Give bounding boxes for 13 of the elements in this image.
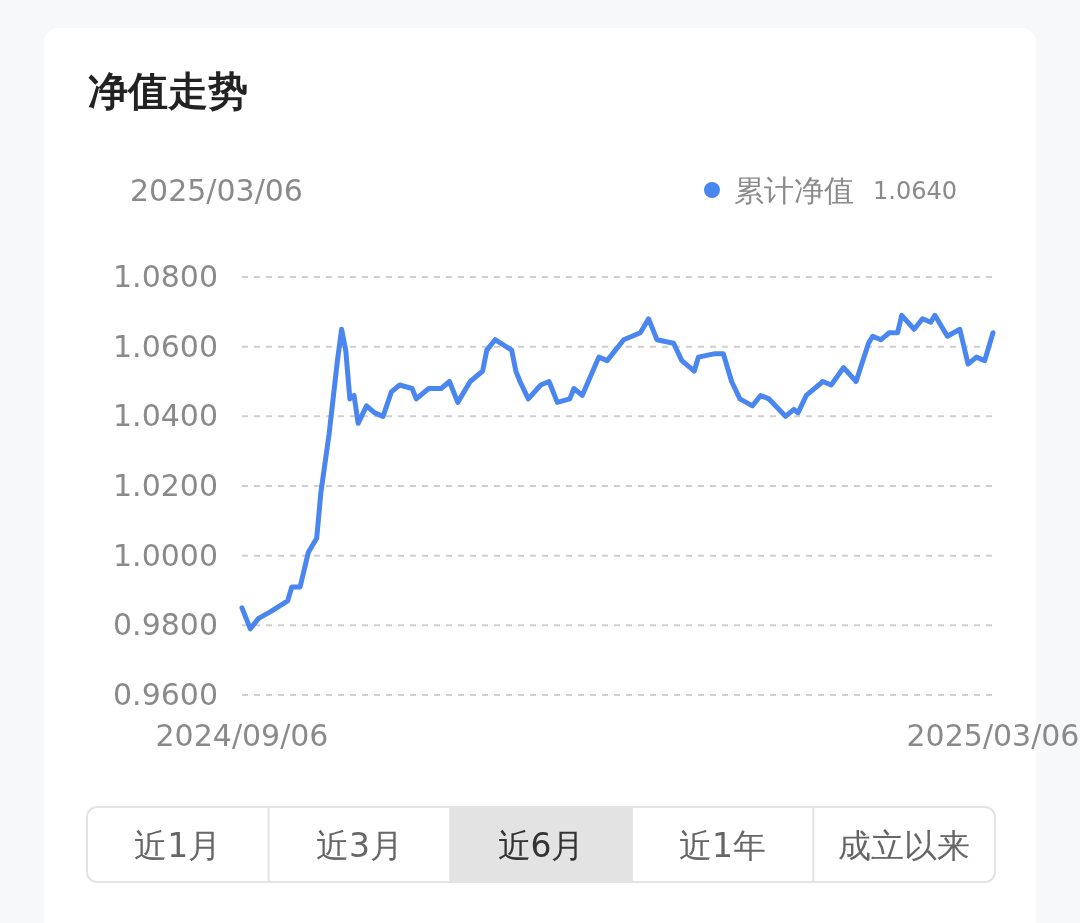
x-tick-label: 2024/09/06 — [155, 718, 329, 753]
text: 1.0640 — [873, 177, 957, 205]
y-tick-label: 1.0200 — [113, 468, 218, 503]
legend-label: 累计净值 — [734, 173, 854, 208]
y-tick-label: 1.0000 — [113, 537, 218, 573]
range-buttons: 近1月 近3月 近6月 近1年 成立以来 — [86, 806, 996, 883]
y-tick-label: 1.0600 — [113, 328, 218, 364]
y-tick-label: 0.9600 — [113, 677, 218, 712]
chart-title: 净值走势 — [88, 68, 248, 114]
y-tick-label: 1.0800 — [113, 259, 218, 294]
y-tick-label: 0.9800 — [113, 607, 218, 643]
text: 2025/03/06 — [130, 173, 303, 208]
y-tick-label: 1.0400 — [113, 398, 218, 434]
